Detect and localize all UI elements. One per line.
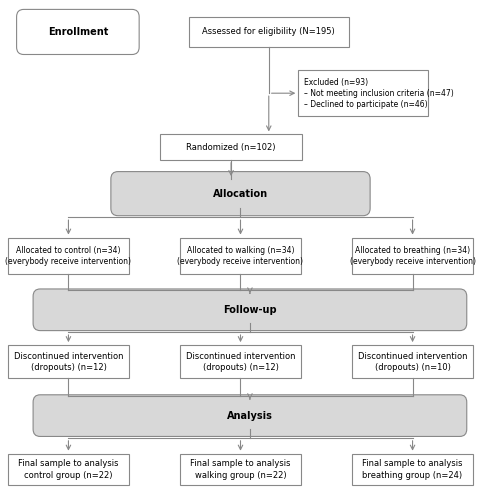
Text: Discontinued intervention
(dropouts) (n=10): Discontinued intervention (dropouts) (n=… xyxy=(357,352,467,372)
FancyBboxPatch shape xyxy=(110,172,370,216)
Text: Final sample to analysis
breathing group (n=24): Final sample to analysis breathing group… xyxy=(361,460,462,479)
FancyBboxPatch shape xyxy=(33,395,466,436)
Text: Allocated to control (n=34)
(everybody receive intervention): Allocated to control (n=34) (everybody r… xyxy=(5,246,131,266)
FancyBboxPatch shape xyxy=(352,345,472,378)
Text: Discontinued intervention
(dropouts) (n=12): Discontinued intervention (dropouts) (n=… xyxy=(185,352,295,372)
Text: Final sample to analysis
walking group (n=22): Final sample to analysis walking group (… xyxy=(190,460,290,479)
FancyBboxPatch shape xyxy=(33,289,466,331)
FancyBboxPatch shape xyxy=(180,454,300,486)
FancyBboxPatch shape xyxy=(298,70,427,116)
FancyBboxPatch shape xyxy=(16,10,139,54)
Text: Follow-up: Follow-up xyxy=(223,305,276,315)
Text: Allocated to walking (n=34)
(everybody receive intervention): Allocated to walking (n=34) (everybody r… xyxy=(177,246,303,266)
Text: Discontinued intervention
(dropouts) (n=12): Discontinued intervention (dropouts) (n=… xyxy=(13,352,123,372)
FancyBboxPatch shape xyxy=(180,345,300,378)
Text: Final sample to analysis
control group (n=22): Final sample to analysis control group (… xyxy=(18,460,119,479)
FancyBboxPatch shape xyxy=(352,454,472,486)
FancyBboxPatch shape xyxy=(8,238,128,275)
FancyBboxPatch shape xyxy=(180,238,300,275)
Text: Allocation: Allocation xyxy=(213,188,267,198)
FancyBboxPatch shape xyxy=(8,345,128,378)
FancyBboxPatch shape xyxy=(352,238,472,275)
Text: Analysis: Analysis xyxy=(227,410,272,420)
Text: Excluded (n=93)
– Not meeting inclusion criteria (n=47)
– Declined to participat: Excluded (n=93) – Not meeting inclusion … xyxy=(303,78,453,109)
Text: Enrollment: Enrollment xyxy=(48,27,108,37)
FancyBboxPatch shape xyxy=(160,134,301,160)
Text: Assessed for eligibility (N=195): Assessed for eligibility (N=195) xyxy=(202,28,335,36)
FancyBboxPatch shape xyxy=(188,17,348,47)
FancyBboxPatch shape xyxy=(8,454,128,486)
Text: Randomized (n=102): Randomized (n=102) xyxy=(186,142,275,152)
Text: Allocated to breathing (n=34)
(everybody receive intervention): Allocated to breathing (n=34) (everybody… xyxy=(349,246,475,266)
